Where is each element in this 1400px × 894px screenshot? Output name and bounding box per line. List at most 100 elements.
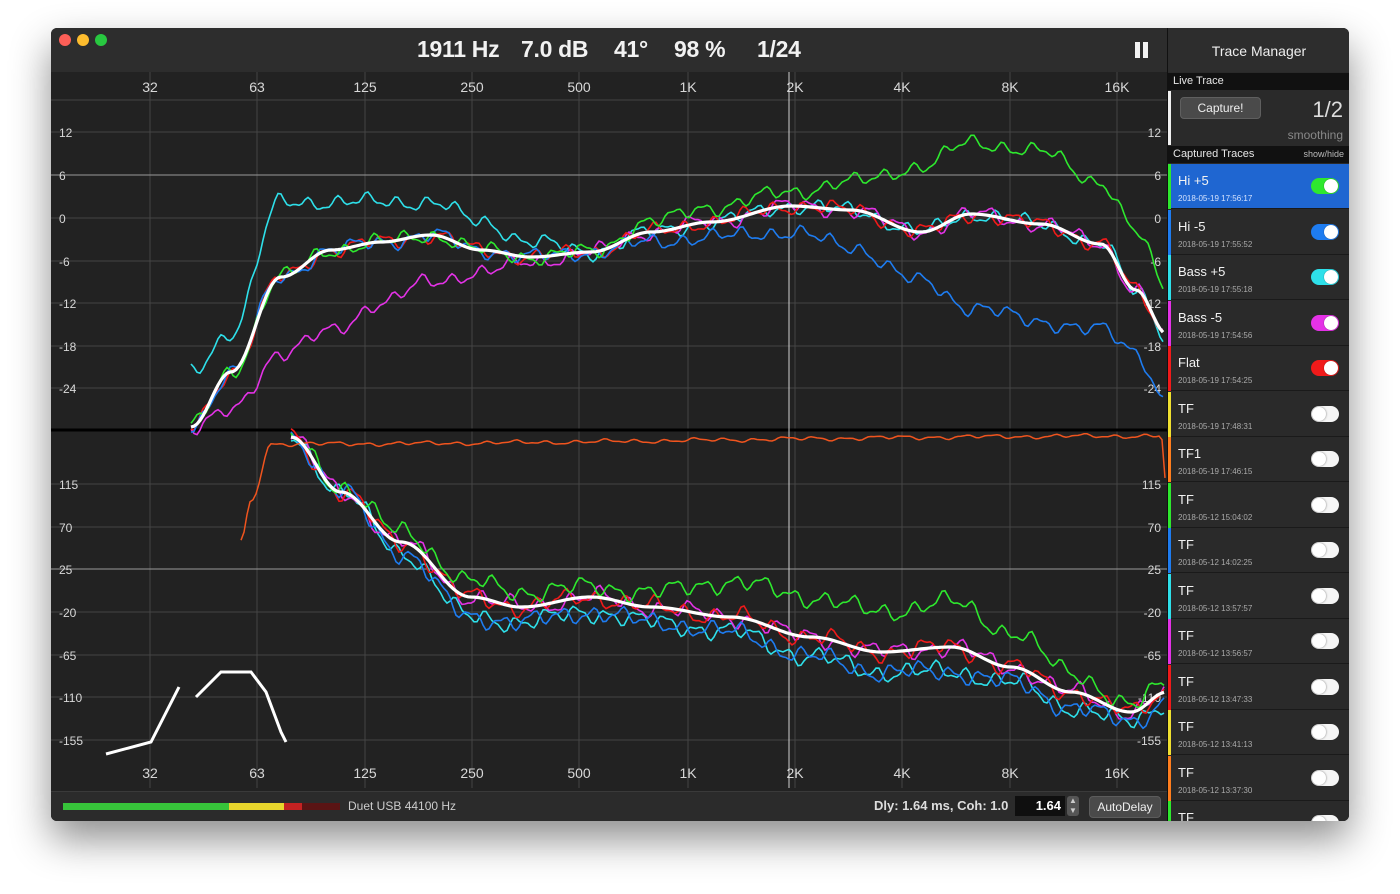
trace-date: 2018-05-12 13:41:13: [1178, 740, 1253, 749]
live-trace-phase: [290, 435, 1165, 714]
trace-name: TF: [1178, 810, 1194, 821]
trace-visibility-toggle[interactable]: [1311, 633, 1339, 649]
trace-row[interactable]: Flat 2018-05-19 17:54:25: [1168, 346, 1349, 391]
toggle-knob: [1312, 770, 1326, 785]
toggle-knob: [1312, 452, 1326, 466]
freq-tick-label: 32: [142, 79, 158, 95]
trace-visibility-toggle[interactable]: [1311, 314, 1339, 331]
phase-tick-label: -20: [1144, 606, 1162, 620]
minimize-window-button[interactable]: [77, 34, 89, 46]
trace-name: TF: [1178, 582, 1194, 598]
smoothing-readout: 1/24: [757, 36, 801, 62]
magnitude-tick-label: 6: [59, 169, 66, 183]
pause-icon[interactable]: [1135, 42, 1149, 58]
trace-color-bar: [1168, 573, 1171, 619]
level-readout: 7.0 dB: [521, 36, 589, 62]
trace-color-bar: [1168, 300, 1171, 346]
trace-manager-title: Trace Manager: [1168, 28, 1349, 72]
trace-row[interactable]: TF 2018-05-19 17:48:31: [1168, 391, 1349, 437]
hi-plus-5-trace-phase: [290, 432, 1165, 708]
trace-row[interactable]: TF: [1168, 801, 1349, 821]
trace-date: 2018-05-19 17:46:15: [1178, 467, 1253, 476]
smoothing-value[interactable]: 1/2: [1312, 97, 1343, 122]
trace-visibility-toggle[interactable]: [1311, 223, 1339, 240]
trace-row[interactable]: TF1 2018-05-19 17:46:15: [1168, 437, 1349, 482]
toggle-knob: [1312, 588, 1326, 603]
delay-readout: Dly: 1.64 ms, Coh: 1.0: [874, 798, 1009, 813]
magnitude-tick-label: -24: [1144, 382, 1162, 396]
live-trace-magnitude: [190, 204, 1165, 429]
trace-visibility-toggle[interactable]: [1311, 360, 1339, 376]
magnitude-tick-label: -6: [59, 255, 70, 269]
freq-tick-label: 2K: [786, 79, 804, 95]
captured-traces-header: Captured Traces show/hide: [1168, 146, 1349, 163]
live-trace-header: Live Trace: [1168, 73, 1349, 90]
trace-name: Flat: [1178, 355, 1200, 370]
trace-row[interactable]: TF 2018-05-12 13:57:57: [1168, 573, 1349, 619]
trace-visibility-toggle[interactable]: [1311, 542, 1339, 558]
zoom-window-button[interactable]: [95, 34, 107, 46]
trace-visibility-toggle[interactable]: [1311, 815, 1339, 821]
trace-row[interactable]: Hi -5 2018-05-19 17:55:52: [1168, 209, 1349, 255]
trace-visibility-toggle[interactable]: [1311, 724, 1339, 740]
freq-tick-label: 1K: [679, 79, 697, 95]
trace-row[interactable]: TF 2018-05-12 14:02:25: [1168, 528, 1349, 573]
trace-color-bar: [1168, 482, 1171, 528]
autodelay-button[interactable]: AutoDelay: [1089, 796, 1161, 818]
trace-name: Hi -5: [1178, 218, 1206, 234]
status-bar: Duet USB 44100 Hz Dly: 1.64 ms, Coh: 1.0…: [51, 791, 1167, 821]
trace-row[interactable]: Hi +5 2018-05-19 17:56:17: [1168, 164, 1349, 209]
trace-color-bar: [1168, 391, 1171, 437]
freq-tick-label: 63: [249, 765, 265, 781]
trace-manager-panel: Trace Manager Live Trace Capture! 1/2 sm…: [1167, 28, 1349, 821]
trace-visibility-toggle[interactable]: [1311, 769, 1339, 786]
toggle-knob: [1324, 361, 1338, 375]
phase-tick-label: -110: [59, 691, 82, 705]
trace-row[interactable]: TF 2018-05-12 13:41:13: [1168, 710, 1349, 755]
phase-tick-label: 70: [1148, 521, 1162, 535]
capture-button[interactable]: Capture!: [1180, 97, 1261, 119]
device-label: Duet USB 44100 Hz: [348, 799, 457, 813]
trace-color-bar: [1168, 619, 1171, 664]
phase-tick-label: 115: [1142, 478, 1161, 492]
measurement-plot[interactable]: 323263631251252502505005001K1K2K2K4K4K8K…: [51, 72, 1167, 820]
toggle-knob: [1324, 179, 1338, 193]
trace-row[interactable]: TF 2018-05-12 13:56:57: [1168, 619, 1349, 664]
freq-tick-label: 125: [353, 79, 377, 95]
trace-color-bar: [1168, 710, 1171, 755]
freq-tick-label: 2K: [786, 765, 804, 781]
trace-visibility-toggle[interactable]: [1311, 496, 1339, 513]
trace-visibility-toggle[interactable]: [1311, 678, 1339, 695]
app-window: 1911 Hz 7.0 dB 41° 98 % 1/24 32 32 63 63 125…: [51, 28, 1349, 821]
trace-row[interactable]: Bass -5 2018-05-19 17:54:56: [1168, 300, 1349, 346]
trace-row[interactable]: TF 2018-05-12 13:47:33: [1168, 664, 1349, 710]
trace-row[interactable]: Bass +5 2018-05-19 17:55:18: [1168, 255, 1349, 300]
hi-minus-5-trace-phase: [290, 431, 1165, 730]
trace-visibility-toggle[interactable]: [1311, 405, 1339, 422]
trace-row[interactable]: TF 2018-05-12 15:04:02: [1168, 482, 1349, 528]
delay-stepper[interactable]: ▲ ▼: [1067, 796, 1079, 816]
trace-visibility-toggle[interactable]: [1311, 451, 1339, 467]
toggle-knob: [1312, 497, 1326, 512]
trace-date: 2018-05-19 17:48:31: [1178, 421, 1253, 431]
toggle-knob: [1312, 406, 1326, 421]
phase-tick-label: -20: [59, 606, 77, 620]
show-hide-label[interactable]: show/hide: [1303, 149, 1344, 159]
delay-input[interactable]: 1.64: [1015, 796, 1065, 816]
magnitude-tick-label: -12: [59, 297, 77, 311]
trace-visibility-toggle[interactable]: [1311, 269, 1339, 285]
phase-tick-label: 115: [59, 478, 78, 492]
trace-color-bar: [1168, 255, 1171, 300]
trace-row[interactable]: TF 2018-05-12 13:37:30: [1168, 755, 1349, 801]
trace-color-bar: [1168, 755, 1171, 801]
trace-name: TF: [1178, 764, 1194, 780]
trace-visibility-toggle[interactable]: [1311, 178, 1339, 194]
live-trace-color-bar: [1168, 91, 1171, 145]
trace-name: TF: [1178, 673, 1194, 689]
toggle-knob: [1312, 816, 1326, 821]
magnitude-tick-label: 0: [59, 212, 66, 226]
close-window-button[interactable]: [59, 34, 71, 46]
title-bar: 1911 Hz 7.0 dB 41° 98 % 1/24: [51, 28, 1167, 72]
trace-visibility-toggle[interactable]: [1311, 587, 1339, 604]
trace-date: 2018-05-19 17:55:18: [1178, 285, 1253, 294]
